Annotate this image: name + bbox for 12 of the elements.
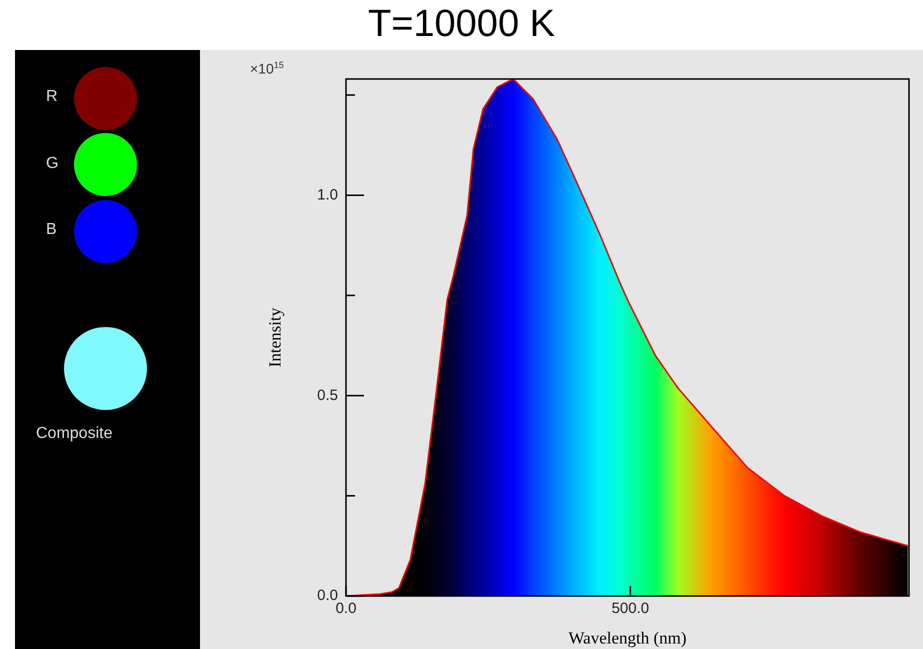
x-axis-title: Wavelength (nm) [568,628,687,648]
y-axis-title: Intensity [266,307,285,368]
text: G [46,155,58,173]
text: ×10$^{15}$ [250,60,284,77]
text: B [46,221,57,239]
text: Composite [36,425,112,443]
x-tick-label: 500.0 [612,600,650,618]
chart-title: T=10000 K [367,2,556,46]
y-tick-label: 0.5 [317,386,338,404]
y-tick-label: 0.0 [317,587,338,604]
text: R [46,88,58,106]
y-tick-label: 1.0 [317,186,338,204]
